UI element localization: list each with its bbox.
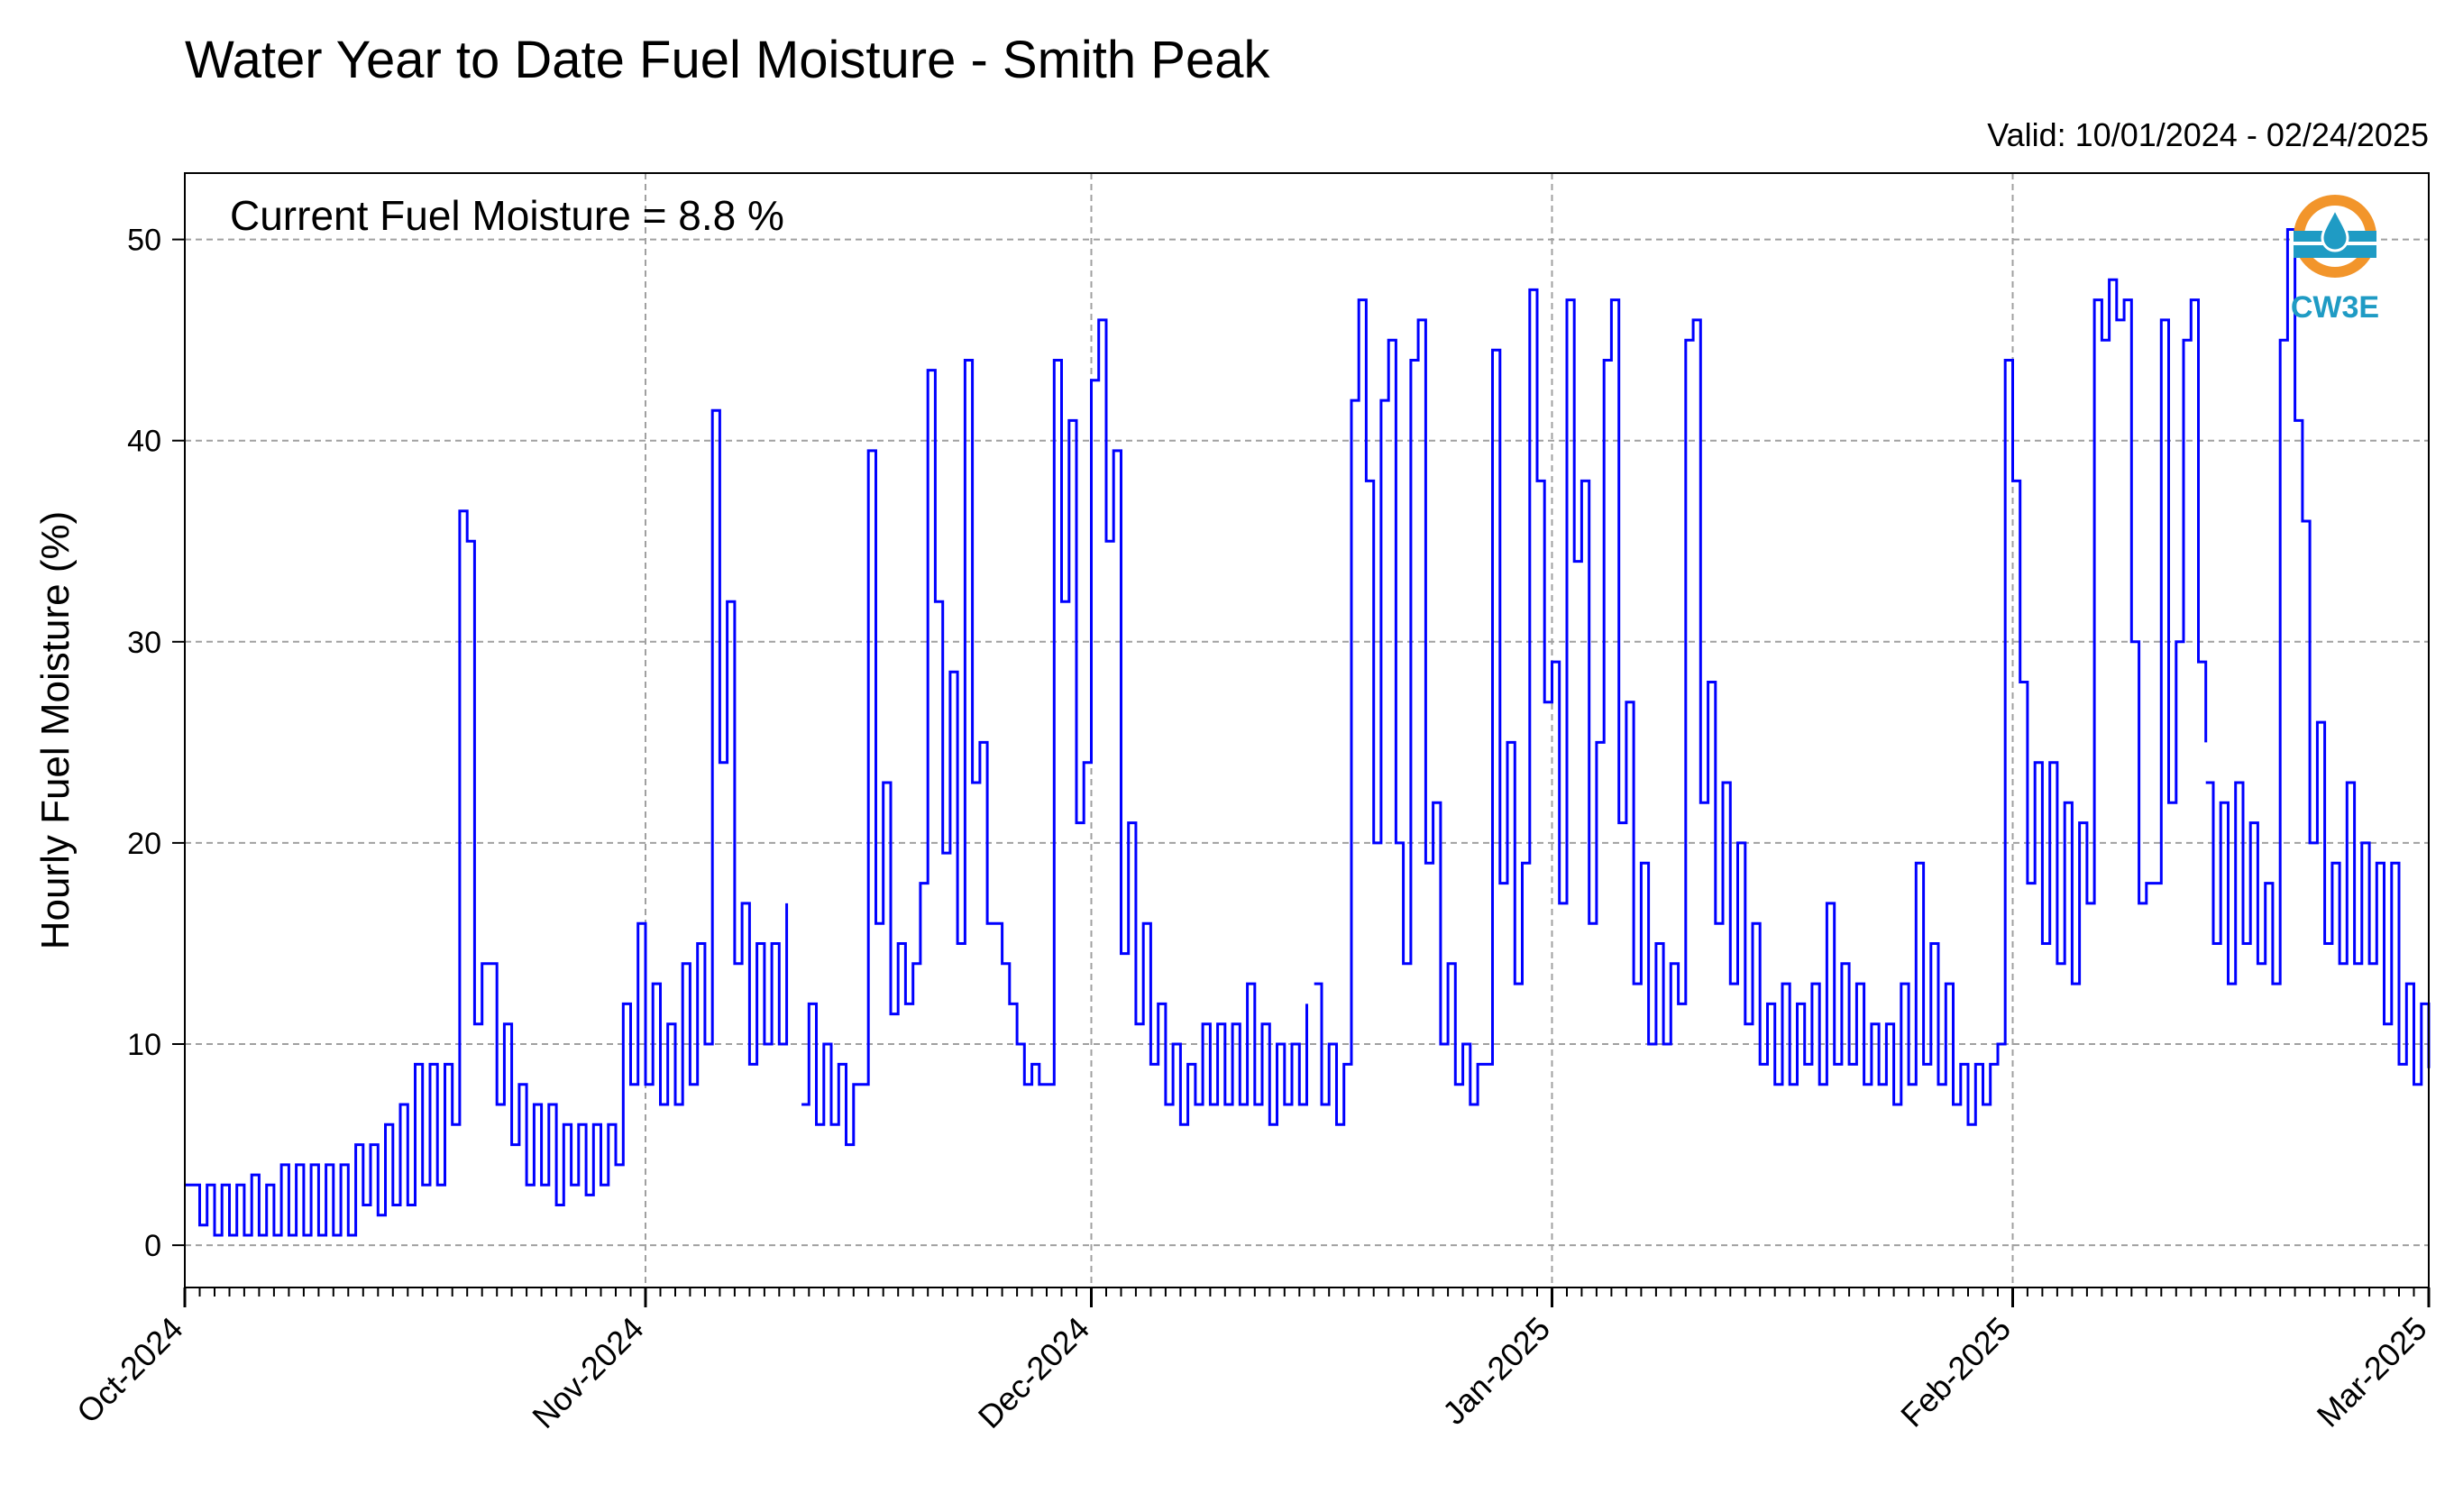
fuel-moisture-series <box>185 228 2431 1237</box>
x-tick-label: Jan-2025 <box>1435 1310 1557 1432</box>
drop-icon <box>2321 206 2349 252</box>
y-tick-label: 30 <box>127 626 161 660</box>
x-tick-labels: Oct-2024 Nov-2024 Dec-2024 Jan-2025 Feb-2025… <box>69 1310 2434 1435</box>
x-tick-label: Nov-2024 <box>525 1310 650 1435</box>
series-line <box>801 318 1308 1147</box>
y-tick-labels: 0 10 20 30 40 50 <box>127 224 161 1263</box>
cw3e-logo: CW3E <box>2291 195 2379 325</box>
current-fuel-moisture: Current Fuel Moisture = 8.8 % <box>230 192 784 239</box>
y-axis-label: Hourly Fuel Moisture (%) <box>33 511 78 950</box>
series-line <box>2205 228 2431 1086</box>
x-tick-label: Oct-2024 <box>69 1310 190 1431</box>
logo-text: CW3E <box>2291 290 2379 325</box>
y-tick-label: 0 <box>144 1229 161 1263</box>
y-tick-label: 10 <box>127 1028 161 1062</box>
series-line <box>1314 278 2208 1126</box>
chart-title: Water Year to Date Fuel Moisture - Smith… <box>185 31 1270 89</box>
axis-ticks <box>172 238 2431 1307</box>
x-tick-label: Feb-2025 <box>1893 1310 2018 1434</box>
grid-lines <box>184 173 2430 1287</box>
x-tick-label: Dec-2024 <box>971 1310 1096 1435</box>
plot-frame <box>184 172 2430 1288</box>
series-line <box>185 408 789 1237</box>
valid-range: Valid: 10/01/2024 - 02/24/2025 <box>1987 116 2429 153</box>
y-tick-label: 40 <box>127 425 161 459</box>
y-tick-label: 20 <box>127 827 161 861</box>
x-tick-label: Mar-2025 <box>2310 1310 2434 1434</box>
y-tick-label: 50 <box>127 224 161 258</box>
